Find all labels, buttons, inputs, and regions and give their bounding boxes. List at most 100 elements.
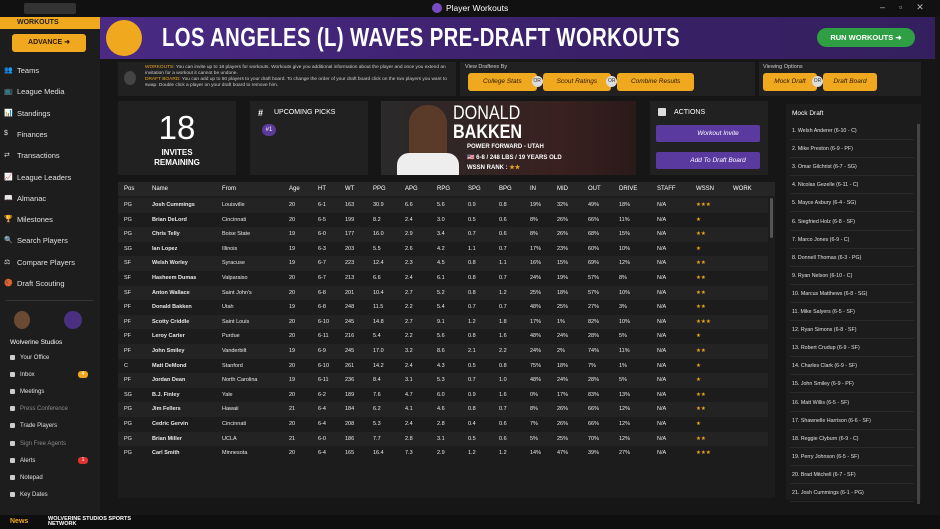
viewing-option[interactable]: Draft Board bbox=[823, 73, 877, 91]
nav-item[interactable]: League Media bbox=[17, 87, 65, 97]
view-option[interactable]: Scout Ratings bbox=[542, 73, 612, 91]
row[interactable] bbox=[118, 241, 768, 257]
mock-pick[interactable]: 3. Omar Gilchrist (6-7 - SG) bbox=[792, 164, 857, 171]
nav-item[interactable]: Compare Players bbox=[17, 257, 75, 267]
column-header[interactable]: BPG bbox=[499, 186, 512, 192]
nav-item[interactable]: Almanac bbox=[17, 193, 47, 203]
menu-item[interactable]: Inbox bbox=[20, 372, 35, 379]
cell: 30.9 bbox=[373, 202, 384, 208]
window-controls[interactable]: –▫✕ bbox=[880, 2, 938, 12]
cell: 2.2 bbox=[405, 304, 413, 311]
column-header[interactable]: STAFF bbox=[657, 186, 676, 192]
row[interactable] bbox=[118, 344, 768, 359]
mock-pick[interactable]: 1. Welsh Anderer (6-10 - C) bbox=[792, 128, 857, 134]
cell: N/A bbox=[657, 245, 667, 252]
column-header[interactable]: WSSN bbox=[696, 186, 714, 192]
menu-item[interactable]: Your Office bbox=[20, 355, 50, 361]
row[interactable] bbox=[118, 387, 768, 403]
row[interactable] bbox=[118, 446, 768, 461]
cell: Matt DeMond bbox=[152, 362, 187, 369]
menu-item[interactable]: Alerts bbox=[20, 457, 36, 464]
mock-pick[interactable]: 4. Nicolas Gezelle (6-11 - C) bbox=[792, 182, 859, 189]
column-header[interactable]: WORK bbox=[733, 186, 752, 192]
row[interactable] bbox=[118, 198, 768, 213]
row[interactable] bbox=[118, 227, 768, 242]
column-header[interactable]: IN bbox=[530, 186, 536, 192]
row[interactable] bbox=[118, 417, 768, 432]
row[interactable] bbox=[118, 300, 768, 315]
row[interactable] bbox=[118, 314, 768, 330]
action-label[interactable]: Add To Draft Board bbox=[690, 157, 746, 164]
run-workouts-button[interactable]: RUN WORKOUTS ➜ bbox=[817, 28, 915, 47]
column-header[interactable]: MID bbox=[557, 186, 568, 192]
mock-pick[interactable]: 9. Ryan Nelson (6-10 - C) bbox=[792, 272, 853, 279]
column-header[interactable]: Pos bbox=[124, 186, 135, 192]
menu-item[interactable]: Notepad bbox=[20, 474, 43, 481]
column-header[interactable]: SPG bbox=[468, 186, 481, 192]
nav-item[interactable]: Draft Scouting bbox=[17, 279, 65, 288]
mock-pick[interactable]: 13. Robert Crudup (6-9 - SF) bbox=[792, 345, 860, 352]
nav-item[interactable]: Teams bbox=[17, 66, 40, 75]
mock-pick[interactable]: 7. Marco Jones (6-9 - C) bbox=[792, 236, 850, 243]
mock-pick[interactable]: 8. Donnell Thomas (6-3 - PG) bbox=[792, 254, 862, 261]
mock-pick[interactable]: 19. Perry Johnson (6-5 - SF) bbox=[792, 453, 860, 460]
action-label[interactable]: Workout Invite bbox=[697, 130, 739, 137]
mock-pick[interactable]: 17. Shawnelle Harrison (6-6 - SF) bbox=[792, 417, 871, 424]
row[interactable] bbox=[118, 402, 768, 417]
row[interactable] bbox=[118, 373, 768, 388]
menu-item[interactable]: Trade Players bbox=[20, 423, 58, 430]
column-header[interactable]: Name bbox=[152, 186, 169, 192]
column-header[interactable]: WT bbox=[345, 186, 355, 192]
mock-pick[interactable]: 10. Marcus Matthews (6-8 - SG) bbox=[792, 290, 868, 297]
news-label[interactable]: News bbox=[10, 518, 29, 525]
menu-item[interactable]: Meetings bbox=[20, 389, 45, 396]
mock-pick[interactable]: 21. Josh Cummings (6-1 - PG) bbox=[792, 490, 864, 496]
row[interactable] bbox=[118, 329, 768, 344]
mock-pick[interactable]: 20. Brad Mitchell (6-7 - SF) bbox=[792, 471, 856, 478]
nav-item[interactable]: Standings bbox=[17, 108, 51, 118]
column-header[interactable]: PPG bbox=[373, 186, 386, 192]
column-header[interactable]: OUT bbox=[588, 186, 601, 192]
cell: N/A bbox=[657, 260, 667, 267]
mock-pick[interactable]: 12. Ryan Simons (6-8 - SF) bbox=[792, 327, 857, 334]
column-header[interactable]: RPG bbox=[437, 186, 451, 192]
row[interactable] bbox=[118, 358, 768, 374]
mock-pick[interactable]: 2. Mike Preston (6-9 - PF) bbox=[792, 146, 853, 153]
cell: N/A bbox=[657, 362, 667, 369]
column-header[interactable]: From bbox=[222, 186, 236, 192]
column-header[interactable]: HT bbox=[318, 186, 326, 192]
mock-pick[interactable]: 11. Mike Salyers (6-5 - SF) bbox=[792, 309, 855, 315]
mock-pick[interactable]: 6. Siegfried Holz (6-8 - SF) bbox=[792, 218, 855, 225]
mock-pick[interactable]: 18. Reggie Clyburn (6-9 - C) bbox=[792, 435, 859, 442]
menu-item[interactable]: Key Dates bbox=[20, 491, 48, 498]
nav-item[interactable]: Transactions bbox=[17, 151, 60, 161]
column-header[interactable]: Age bbox=[289, 186, 300, 192]
nav-item[interactable]: Finances bbox=[17, 129, 48, 139]
cell: ★★★ bbox=[696, 202, 711, 208]
row[interactable] bbox=[118, 271, 768, 286]
row[interactable] bbox=[118, 256, 768, 271]
mock-pick[interactable]: 15. John Smiley (6-9 - PF) bbox=[792, 381, 854, 388]
view-option[interactable]: College Stats bbox=[468, 73, 537, 91]
scrollbar[interactable] bbox=[917, 124, 920, 504]
nav-item[interactable]: Milestones bbox=[17, 215, 53, 225]
row[interactable] bbox=[118, 431, 768, 447]
mock-pick[interactable]: 16. Matt Willis (6-5 - SF) bbox=[792, 399, 850, 406]
row[interactable] bbox=[118, 212, 768, 228]
view-option[interactable]: Combine Results bbox=[617, 73, 695, 91]
nav-item[interactable]: League Leaders bbox=[17, 172, 72, 182]
scrollbar[interactable] bbox=[770, 198, 773, 238]
nav-item[interactable]: Search Players bbox=[17, 236, 68, 246]
mock-pick[interactable]: 14. Charles Clark (6-9 - SF) bbox=[792, 363, 858, 370]
row[interactable] bbox=[118, 285, 768, 301]
cell: 66% bbox=[588, 421, 600, 427]
advance-button[interactable]: ADVANCE ➜ bbox=[12, 34, 86, 52]
mock-pick[interactable]: 5. Mayce Asbury (6-4 - SG) bbox=[792, 200, 857, 207]
column-header[interactable]: APG bbox=[405, 186, 418, 192]
viewing-option[interactable]: Mock Draft bbox=[763, 73, 817, 91]
action-button[interactable] bbox=[656, 152, 760, 169]
column-header[interactable]: DRIVE bbox=[619, 186, 638, 192]
cell: Carl Smith bbox=[152, 450, 180, 457]
cell: 57% bbox=[588, 275, 600, 281]
action-button[interactable] bbox=[656, 125, 760, 142]
